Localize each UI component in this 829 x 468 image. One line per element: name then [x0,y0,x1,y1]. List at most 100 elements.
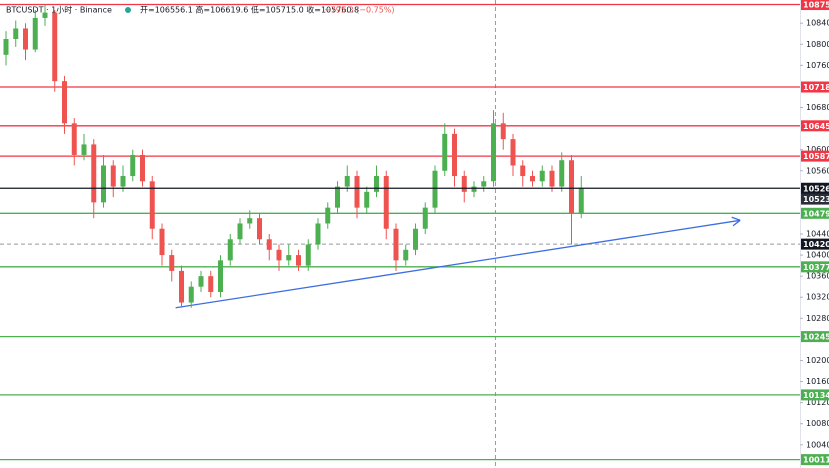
status-dot [125,7,131,13]
candle-body [247,218,253,224]
y-tick-label: 101600 [806,377,829,386]
candle-body [179,270,184,303]
candle-body [578,188,584,213]
candle-body [335,186,340,208]
candle-body [286,255,292,261]
crosshair-price-box [801,238,829,250]
candle-body [149,181,155,229]
level-box [801,81,829,93]
candle-body [110,165,116,187]
candle-body [471,186,477,192]
y-tick-label: 108400 [806,19,829,28]
level-box [801,150,829,162]
y-tick-label: 100800 [806,419,829,428]
candle-body [491,123,496,182]
level-label: 101347 [803,391,829,400]
candle-body [266,239,272,250]
candle-body [403,249,409,261]
candle-body [569,160,574,213]
candle-body [3,39,9,55]
candle-body [374,176,379,192]
candle-body [539,170,545,182]
candle-body [140,154,145,182]
level-box [801,120,829,132]
level-label: 103777 [803,263,829,272]
candle-body [198,276,204,287]
candle-body [559,160,565,187]
candle-body [227,239,233,261]
candle-body [344,176,350,187]
symbol: BTCUSDT · 1小时 · Binance [6,5,112,15]
level-box [801,389,829,401]
y-tick-label: 105600 [806,166,829,175]
candle-body [393,228,399,261]
candle-body [549,170,555,187]
y-tick-label: 106800 [806,103,829,112]
candle-body [276,249,282,261]
candle-body [530,176,535,182]
marker-price-box [801,193,829,205]
y-tick-label: 102800 [806,314,829,323]
candle-body [364,191,370,208]
y-tick-label: 104400 [806,230,829,239]
candle-body [81,144,87,155]
candle-body [188,286,194,303]
level-box [801,0,829,11]
candle-body [461,176,467,192]
trend-line [175,219,741,309]
candle-body [432,170,438,208]
candle-body [42,12,48,18]
y-tick-label: 103200 [806,293,829,302]
candle-body [452,133,457,177]
candle-body [52,12,58,82]
candle-body [208,276,214,292]
candle-body [62,81,67,124]
candle-body [305,244,311,266]
candle-body [442,133,448,171]
ohlc: 开=106556.1 高=106619.6 低=105715.0 收=10576… [140,5,359,15]
candle-body [218,260,223,292]
level-label: 102453 [803,333,829,342]
y-tick-label: 102000 [806,356,829,365]
candle-body [315,223,321,245]
candle-body [383,176,389,229]
candle-body [413,228,418,250]
candle-body [422,207,428,229]
y-tick-label: 106000 [806,145,829,154]
level-label: 104793 [803,209,829,218]
candle-body [169,255,175,271]
candle-body [296,255,301,266]
candle-body [520,165,526,177]
y-tick-label: 108000 [806,40,829,49]
last-price-label: 105268 [803,184,829,193]
candle-body [237,223,243,240]
candle-body [71,123,77,155]
trend-arrow [732,219,741,227]
marker-price-label: 105233 [803,195,829,204]
level-box [801,207,829,219]
candle-body [130,154,136,177]
candle-body [510,139,516,166]
y-tick-label: 107600 [806,61,829,70]
candle-body [257,218,262,240]
y-tick-label: 100400 [806,440,829,449]
candle-body [354,176,360,208]
level-label: 106453 [803,122,829,131]
change: −795.3 (−0.75%) [324,6,395,15]
candle-body [91,144,97,203]
candle-body [32,17,38,50]
level-label: 100119 [803,456,829,465]
trend-arrow [731,216,741,221]
candle-body [23,28,28,50]
level-label: 108754 [803,1,829,10]
level-box [801,261,829,273]
level-box [801,331,829,343]
level-box [801,454,829,466]
level-label: 107189 [803,83,829,92]
candle-body [120,176,126,187]
candle-body [101,165,106,203]
crosshair-price-label: 104208 [803,240,829,249]
y-tick-label: 101200 [806,398,829,407]
y-tick-label: 104000 [806,251,829,260]
